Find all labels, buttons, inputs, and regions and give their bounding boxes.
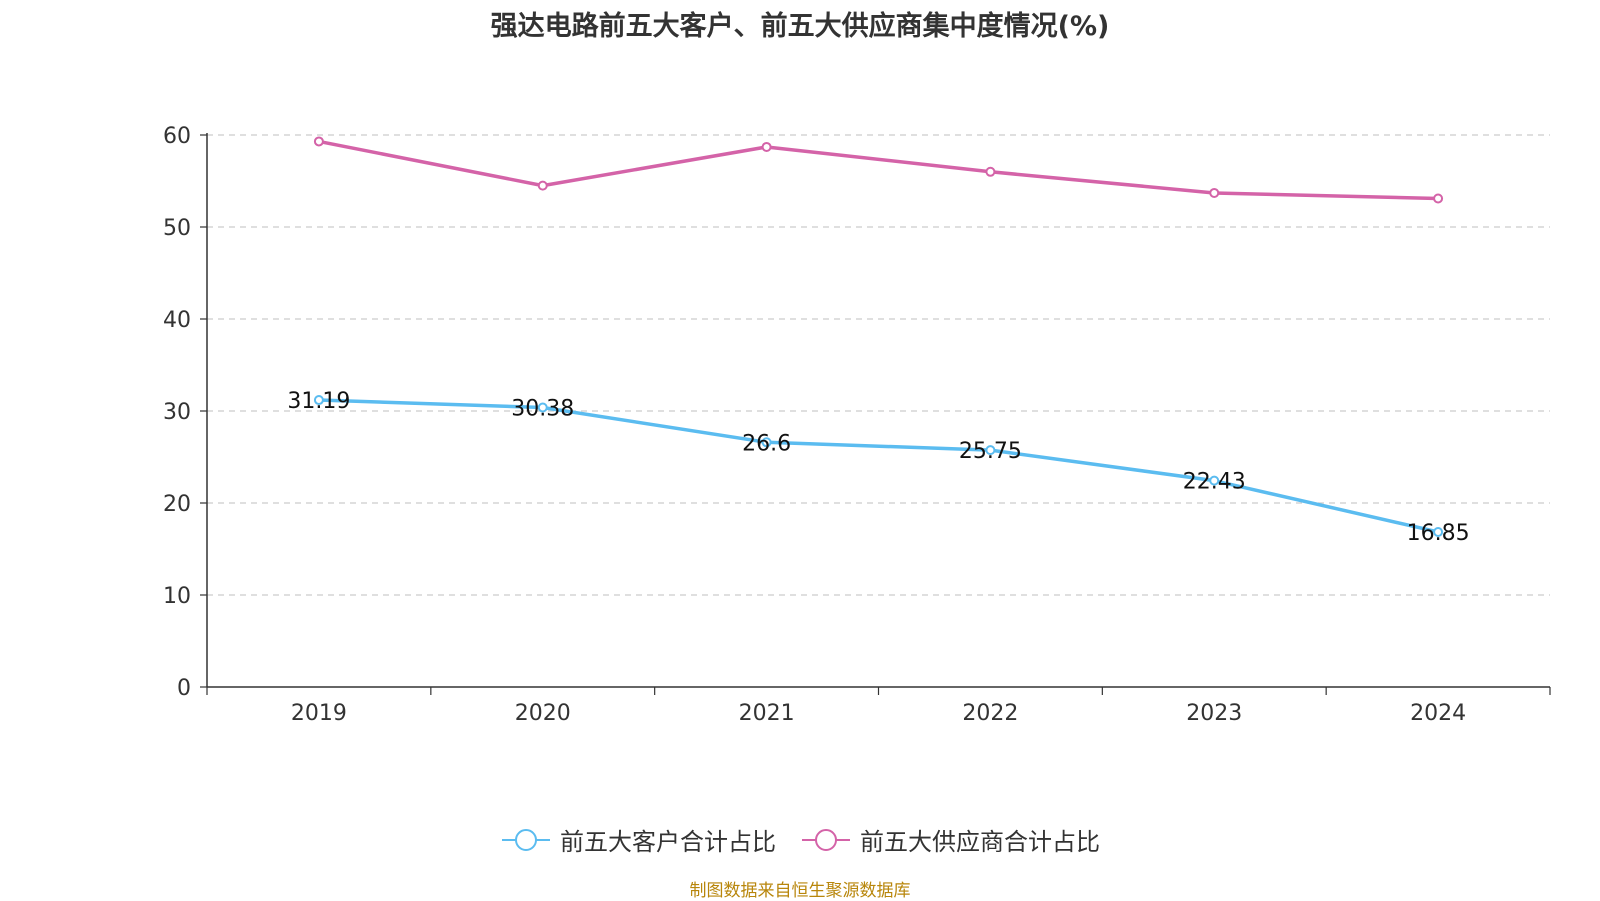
y-tick-label: 40 <box>163 308 191 333</box>
x-tick-label: 2022 <box>962 701 1018 726</box>
data-point-series-1 <box>1209 475 1220 486</box>
data-point-series-2 <box>1433 193 1444 204</box>
legend-marker-suppliers <box>802 828 850 851</box>
data-point-series-2 <box>1209 187 1220 198</box>
y-tick-label: 20 <box>163 492 191 517</box>
data-label: 31.19 <box>287 389 350 414</box>
legend-marker-customers <box>502 828 550 851</box>
data-point-series-1 <box>985 445 996 456</box>
data-label: 26.6 <box>742 431 791 456</box>
data-point-series-1 <box>313 395 324 406</box>
data-point-series-2 <box>761 141 772 152</box>
y-tick-label: 60 <box>163 124 191 149</box>
y-tick-label: 0 <box>177 676 191 701</box>
chart-title: 强达电路前五大客户、前五大供应商集中度情况(%) <box>490 11 1110 42</box>
legend-label-suppliers: 前五大供应商合计占比 <box>860 828 1100 856</box>
series-line-2 <box>318 139 1439 201</box>
x-tick-label: 2019 <box>291 701 347 726</box>
data-point-series-2 <box>537 180 548 191</box>
legend-item-suppliers[interactable]: 前五大供应商合计占比 <box>800 822 1100 857</box>
x-tick-label: 2020 <box>515 701 571 726</box>
data-point-series-1 <box>761 437 772 448</box>
y-tick-label: 30 <box>163 400 191 425</box>
y-tick-label: 50 <box>163 216 191 241</box>
data-label: 22.43 <box>1183 470 1246 495</box>
series-line-1 <box>318 398 1439 534</box>
data-point-series-2 <box>985 166 996 177</box>
data-label: 25.75 <box>959 439 1022 464</box>
y-tick-label: 10 <box>163 584 191 609</box>
legend-item-customers[interactable]: 前五大客户合计占比 <box>500 822 776 857</box>
x-tick-label: 2021 <box>739 701 795 726</box>
line-chart: 0 10 20 30 40 50 60 2019 2020 2021 2022 2023 2024 31.… <box>163 124 1551 726</box>
x-tick-label: 2023 <box>1186 701 1242 726</box>
x-tick-label: 2024 <box>1410 701 1466 726</box>
data-point-series-2 <box>313 136 324 147</box>
data-point-series-1 <box>537 402 548 413</box>
legend-label-customers: 前五大客户合计占比 <box>560 828 776 856</box>
data-label: 16.85 <box>1407 521 1470 546</box>
data-label: 30.38 <box>511 397 574 422</box>
data-point-series-1 <box>1433 526 1444 537</box>
data-source-note: 制图数据来自恒生聚源数据库 <box>689 881 911 901</box>
legend: 前五大客户合计占比 前五大供应商合计占比 <box>0 822 1600 857</box>
